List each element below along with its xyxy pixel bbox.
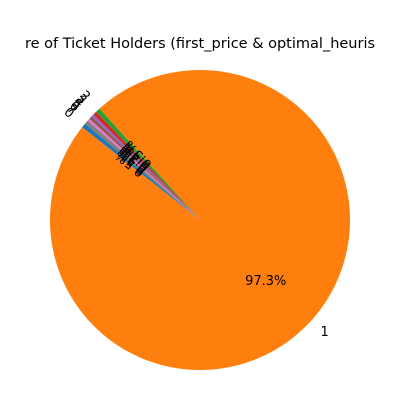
pie-slices [50,69,351,370]
category-label-1: 1 [321,325,329,340]
percent-label-1: 97.3% [245,274,286,289]
pie-slice-3 [93,111,200,220]
pie-slice-4 [91,114,200,220]
chart-title: re of Ticket Holders (first_price & opti… [25,36,375,52]
pie-slice-6 [87,118,200,220]
pie-slice-0 [82,123,200,220]
pie-slice-1 [50,69,351,370]
pie-slice-5 [89,116,200,220]
pie-slice-7 [85,120,200,220]
pie-slice-2 [96,108,200,220]
